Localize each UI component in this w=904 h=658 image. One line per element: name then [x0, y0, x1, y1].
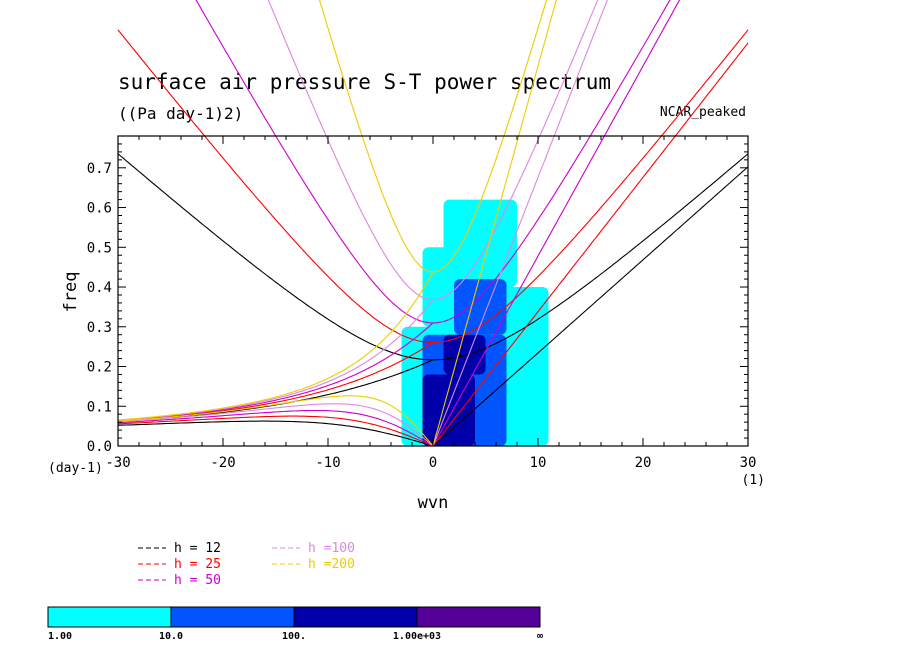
x-units-label: (1)	[742, 473, 765, 488]
legend-label-h25: h = 25	[174, 557, 221, 572]
y-tick-label: 0.4	[87, 280, 112, 296]
legend-label-h100: h =100	[308, 541, 355, 556]
x-tick-label: -30	[105, 455, 130, 471]
colorbar-swatch-3	[416, 606, 541, 628]
chart-subtitle: ((Pa day-1)2)	[118, 104, 243, 123]
curve-h200-rossby	[117, 395, 434, 446]
curve-h200-mixed-rossby-gravity	[117, 271, 434, 421]
y-tick-label: 0.6	[87, 201, 112, 217]
axis-ticks: -30 -20 -10 0 10 20 30 0.0 0.1 0.2 0.3 0.4 0.5 0.6 0.7	[87, 136, 757, 471]
y-axis-label: freq	[61, 272, 81, 313]
curve-h25-kelvin	[432, 42, 749, 446]
power-region-7	[443, 334, 486, 375]
curve-h12-kelvin	[432, 166, 749, 446]
y-tick-label: 0.3	[87, 320, 112, 336]
y-tick-label: 0.7	[87, 161, 112, 177]
x-tick-label: 20	[635, 455, 652, 471]
colorbar-label-2: 100.	[282, 631, 306, 642]
chart-title: surface air pressure S-T power spectrum	[118, 70, 611, 94]
colorbar-label-1: 10.0	[159, 631, 183, 642]
y-tick-label: 0.0	[87, 439, 112, 455]
x-tick-label: -10	[315, 455, 340, 471]
colorbar-swatch-2	[293, 606, 418, 628]
curve-h100-kelvin	[432, 0, 608, 446]
colorbar-label-3: 1.00e+03	[393, 631, 441, 642]
y-units-label: (day-1)	[48, 461, 103, 476]
colorbar-label-4: ∞	[537, 631, 543, 642]
colorbar-label-0: 1.00	[48, 631, 72, 642]
power-region-3	[443, 199, 517, 288]
x-tick-label: 30	[740, 455, 757, 471]
x-tick-label: 0	[429, 455, 437, 471]
x-tick-label: 10	[530, 455, 547, 471]
colorbar-swatch-0	[47, 606, 172, 628]
curve-h100-rossby	[117, 403, 434, 446]
dispersion-curves	[117, 0, 749, 446]
colorbar-swatch-1	[170, 606, 295, 628]
curve-h12-rossby	[117, 420, 434, 446]
curve-h200-kelvin	[432, 0, 557, 446]
x-tick-label: -20	[210, 455, 235, 471]
curve-h25-rossby	[117, 415, 434, 446]
legend-label-h12: h = 12	[174, 541, 221, 556]
legend-label-h50: h = 50	[174, 573, 221, 588]
x-axis-label: wvn	[418, 493, 449, 513]
y-tick-label: 0.2	[87, 360, 112, 376]
legend-label-h200: h =200	[308, 557, 355, 572]
curve-h25-mixed-rossby-gravity	[117, 342, 434, 422]
power-region-6	[422, 374, 475, 446]
y-tick-label: 0.1	[87, 399, 112, 415]
colorbar: 1.00 10.0 100. 1.00e+03 ∞	[47, 606, 543, 642]
corner-label: NCAR_peaked	[660, 105, 746, 120]
y-tick-label: 0.5	[87, 240, 112, 256]
curve-h50-kelvin	[432, 0, 681, 446]
curve-h50-rossby	[117, 409, 434, 446]
